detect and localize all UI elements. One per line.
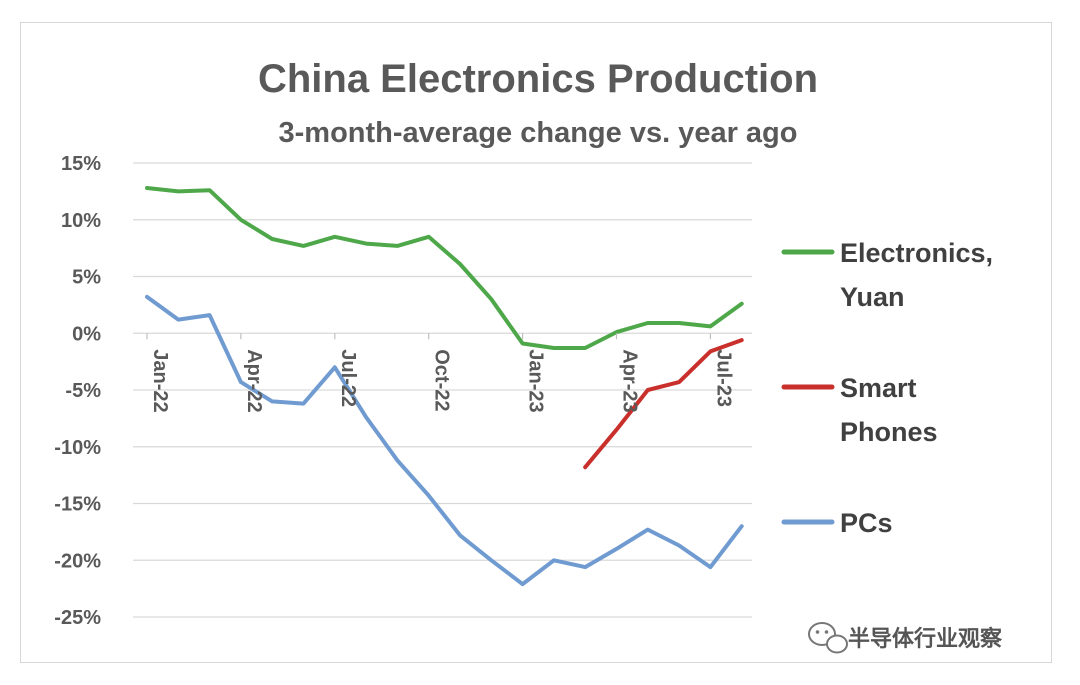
gridlines <box>133 162 752 618</box>
watermark-text: 半导体行业观察 <box>848 626 1003 651</box>
series-line-smart-phones <box>583 338 744 470</box>
y-tick-label: 0% <box>72 323 101 345</box>
y-tick-label: 10% <box>61 210 101 232</box>
x-axis-ticks: Jan-22 Apr-22 Jul-22 Oct-22 Jan-23 Apr-23 Jul-… <box>146 333 734 413</box>
y-tick-label: -5% <box>65 380 101 402</box>
y-tick-label: -20% <box>54 550 101 572</box>
legend: Electronics, Yuan Smart Phones PCs <box>781 238 993 538</box>
y-tick-label: 5% <box>72 267 101 289</box>
wechat-icon <box>808 622 848 654</box>
chart-subtitle: 3-month-average change vs. year ago <box>279 117 798 149</box>
y-tick-label: 15% <box>61 153 101 175</box>
x-tick-label: Apr-22 <box>243 349 265 412</box>
x-tick-label: Jul-22 <box>337 349 359 407</box>
x-tick-label: Jan-23 <box>525 349 547 412</box>
x-tick-label: Jul-23 <box>712 349 734 407</box>
legend-label: Phones <box>840 417 938 447</box>
y-tick-label: -25% <box>54 607 101 629</box>
x-tick-label: Jan-22 <box>149 349 171 412</box>
series-lines <box>145 186 744 587</box>
series-line-electronics-yuan <box>145 186 744 350</box>
legend-label: Smart <box>840 373 917 403</box>
y-tick-label: -15% <box>54 494 101 516</box>
wechat-eye <box>815 630 820 634</box>
x-tick-label: Apr-23 <box>619 349 641 412</box>
chart-frame <box>20 22 1052 663</box>
chart-title: China Electronics Production <box>258 57 818 101</box>
wechat-bubble-small <box>826 634 848 654</box>
legend-label: Yuan <box>840 282 905 312</box>
series-line-pcs <box>145 294 744 587</box>
watermark: 半导体行业观察 <box>808 622 1003 654</box>
wechat-bubble-large <box>808 622 836 646</box>
legend-label: Electronics, <box>840 238 993 268</box>
wechat-eye <box>824 630 829 634</box>
y-tick-label: -10% <box>54 437 101 459</box>
legend-label: PCs <box>840 508 893 538</box>
y-axis-ticks: 15% 10% 5% 0% -5% -10% -15% -20% -25% <box>54 153 101 629</box>
x-tick-label: Oct-22 <box>431 349 453 411</box>
